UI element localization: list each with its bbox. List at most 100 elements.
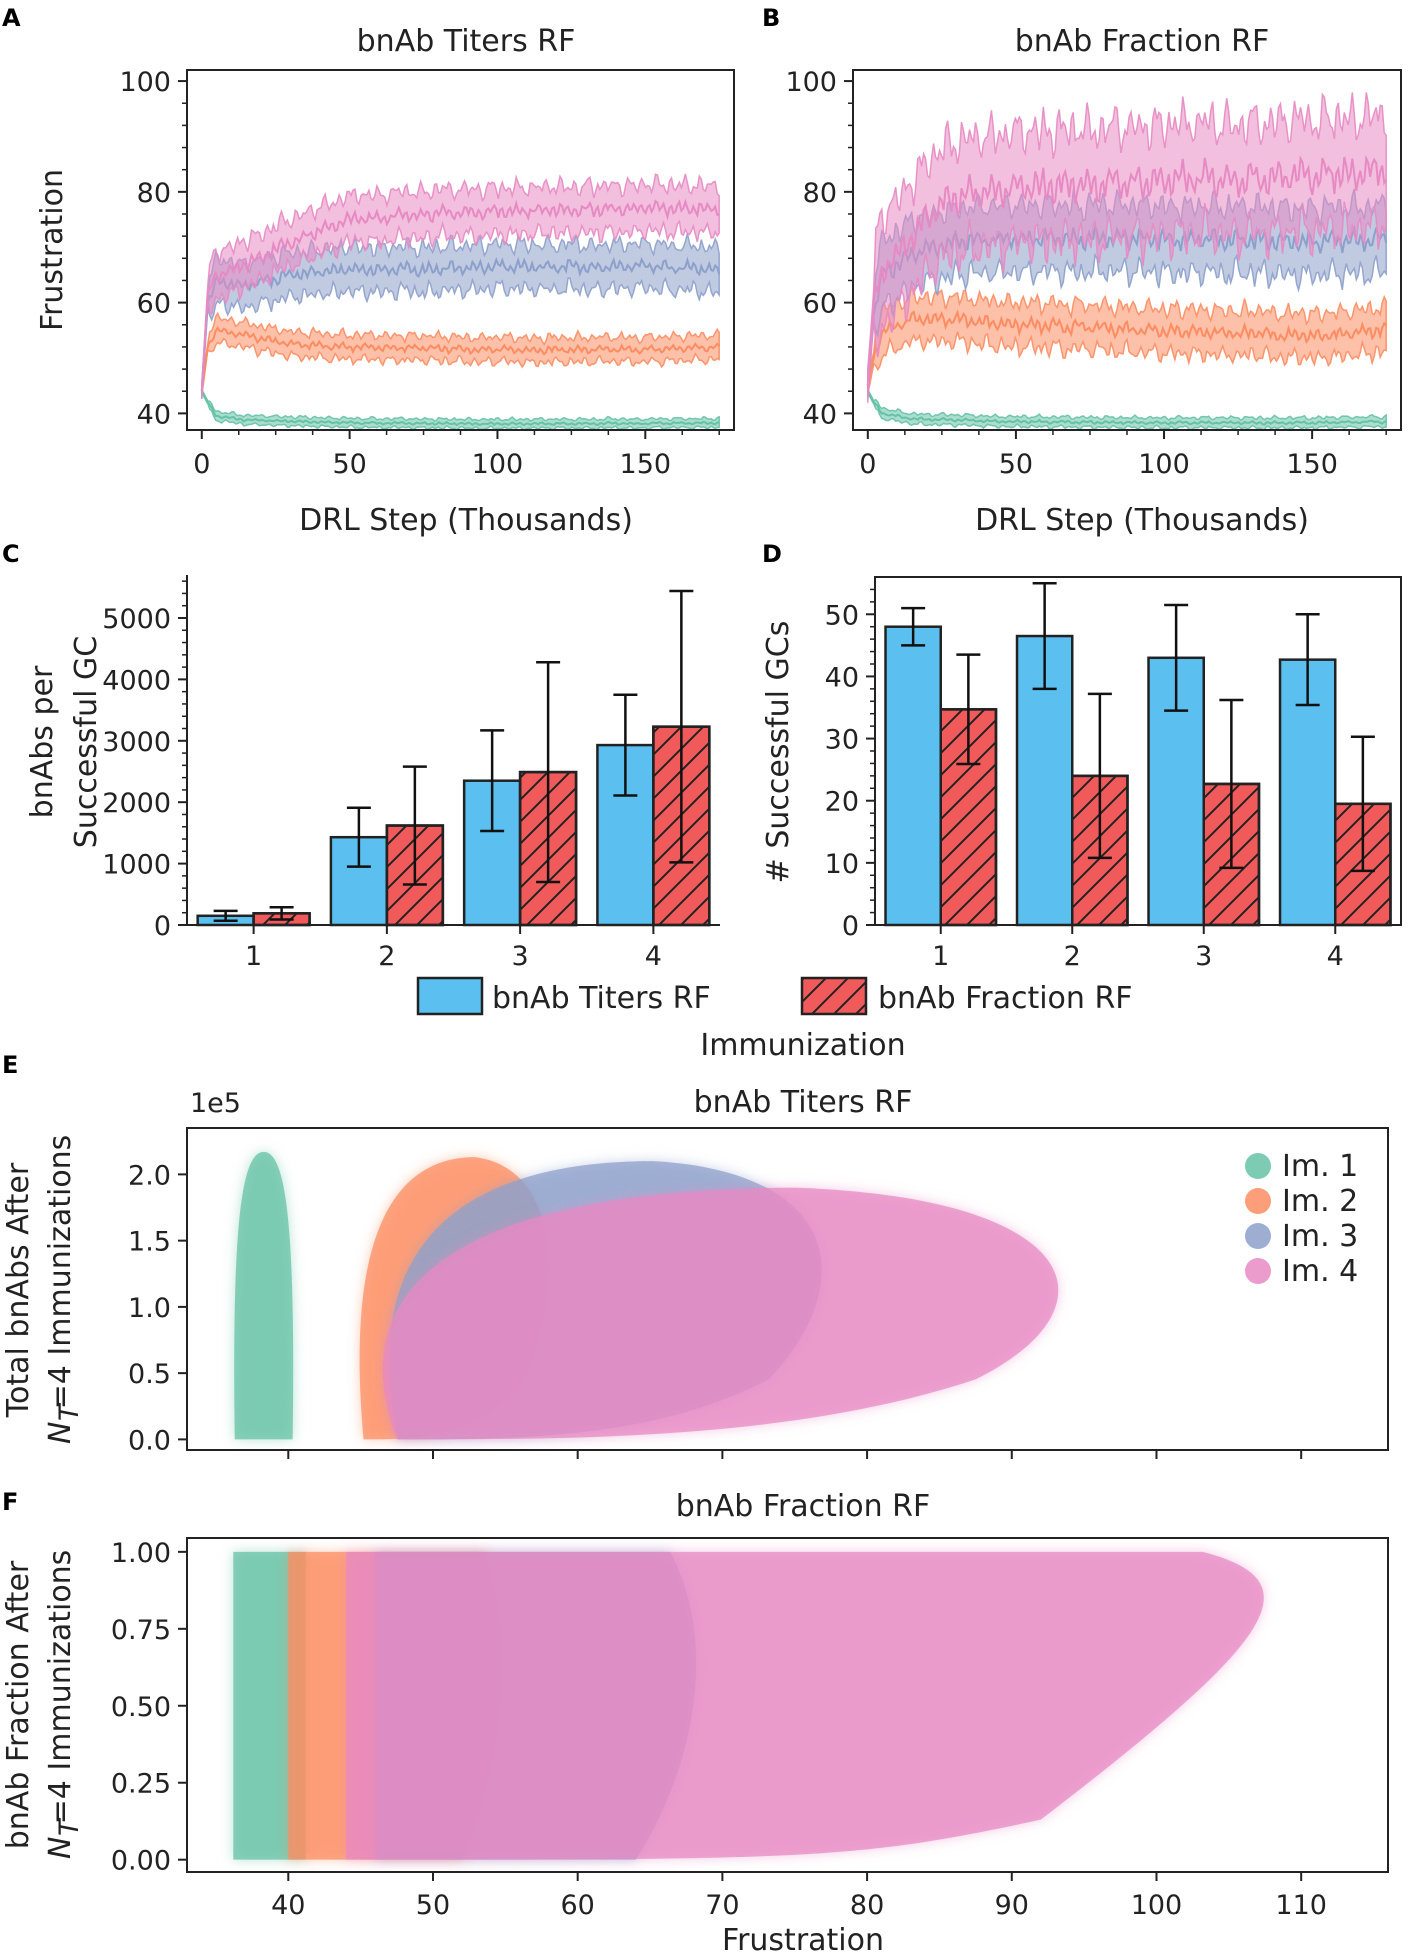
chart-e-ylabel-line2: =4 Immunizations [43,1135,78,1410]
x-tick-label: 1 [932,941,949,972]
chart-a-band-1 [201,387,720,430]
chart-b-band-1 [867,386,1387,430]
panel-label-d: D [762,540,782,568]
chart-e: bnAb Titers RF 1e5 0.0 0.5 1.0 1.5 2.0 Total… [1,1085,1389,1459]
chart-a: bnAb Titers RF 0 50 100 150 40 60 80 100 DRL St… [35,24,735,538]
x-tick-label: 80 [850,1890,884,1921]
legend-label-im2: Im. 2 [1282,1184,1358,1219]
y-tick-label: 80 [803,178,837,209]
chart-f-ylabel-sub: T [54,1817,85,1836]
y-tick-label: 2000 [102,788,171,819]
chart-a-line-3 [200,256,721,392]
scatter-cloud-f-1 [233,1551,306,1860]
chart-e-offset-label: 1e5 [190,1088,241,1119]
scatter-cloud-e-1 [234,1151,294,1440]
chart-f-title: bnAb Fraction RF [676,1489,931,1524]
scatter-core [346,1551,1264,1860]
scatter-cloud-e-4 [382,1187,1059,1440]
legend-marker-im4 [1245,1258,1271,1284]
y-tick-label: 0.5 [128,1359,171,1390]
chart-a-line-2 [200,326,720,392]
x-tick-label: 3 [1195,941,1212,972]
x-tick-label: 70 [705,1890,739,1921]
x-tick-label: 0 [193,449,210,480]
x-tick-label: 2 [378,941,395,972]
y-tick-label: 1.00 [111,1538,171,1569]
y-tick-label: 60 [137,289,171,320]
y-tick-label: 0.75 [111,1615,171,1646]
legend-label-im1: Im. 1 [1282,1149,1358,1184]
legend-label-titers: bnAb Titers RF [492,981,711,1016]
chart-a-ylabel: Frustration [35,169,70,331]
legend-swatch-fraction-hatch [802,978,866,1014]
y-tick-label: 5000 [102,604,171,635]
y-tick-label: 30 [825,725,859,756]
x-tick-label: 90 [995,1890,1029,1921]
y-tick-label: 50 [825,600,859,631]
y-tick-label: 0.25 [111,1769,171,1800]
chart-e-frame [186,1127,1389,1451]
x-tick-label: 0 [859,449,876,480]
y-tick-label: 60 [803,289,837,320]
chart-b-line-4 [866,154,1388,386]
chart-a-band-3 [201,233,720,400]
legend-marker-im3 [1245,1223,1271,1249]
scatter-core [234,1151,294,1440]
y-tick-label: 1.0 [128,1293,171,1324]
y-tick-label: 0 [842,911,859,942]
chart-e-title: bnAb Titers RF [694,1085,913,1120]
x-tick-label: 100 [1138,449,1190,480]
panel-label-b: B [762,4,780,32]
y-tick-label: 80 [137,178,171,209]
x-tick-label: 40 [271,1890,305,1921]
y-tick-label: 0.00 [111,1846,171,1877]
y-tick-label: 0.50 [111,1692,171,1723]
legend-label-im3: Im. 3 [1282,1219,1358,1254]
chart-f-ylabel-var: N [43,1837,78,1859]
chart-b-xlabel: DRL Step (Thousands) [975,503,1309,538]
chart-f-ylabel-line1: bnAb Fraction After [1,1560,36,1849]
chart-a-xlabel: DRL Step (Thousands) [299,503,633,538]
chart-f: bnAb Fraction RF 40 50 60 70 80 90 100 110 0.00 0… [1,1489,1389,1953]
y-tick-label: 20 [825,787,859,818]
chart-a-line-4 [200,198,720,392]
chart-c-ylabel-line1: bnAbs per [25,665,60,818]
bar-legend: bnAb Titers RF bnAb Fraction RF Immuniza… [416,976,1133,1063]
y-tick-label: 40 [825,662,859,693]
chart-f-ylabel: bnAb Fraction After =4 Immunizations N T [1,1550,85,1859]
x-tick-label: 50 [332,449,366,480]
scatter-core [233,1551,306,1860]
chart-b-band-2 [867,286,1387,394]
legend-label-fraction: bnAb Fraction RF [878,981,1133,1016]
x-tick-label: 3 [512,941,529,972]
y-tick-label: 1000 [102,850,171,881]
y-tick-label: 100 [785,67,837,98]
bar-d-titers-1 [884,625,943,927]
x-tick-label: 1 [245,941,262,972]
legend-marker-im1 [1245,1153,1271,1179]
panel-label-c: C [2,540,20,568]
y-tick-label: 40 [803,399,837,430]
panel-label-f: F [2,1488,18,1516]
x-tick-label: 60 [561,1890,595,1921]
chart-b-line-1 [866,390,1387,426]
chart-a-line-1 [200,390,720,427]
chart-c-ylabel-line2: Successful GC [69,636,104,848]
chart-e-ylabel-sub: T [54,1402,85,1421]
x-tick-label: 50 [416,1890,450,1921]
y-tick-label: 0 [154,911,171,942]
legend-marker-im2 [1245,1188,1271,1214]
chart-f-xlabel: Frustration [722,1923,884,1953]
x-tick-label: 100 [472,449,524,480]
y-tick-label: 3000 [102,727,171,758]
bar-xlabel: Immunization [700,1028,905,1063]
chart-a-band-2 [201,311,720,396]
x-tick-label: 4 [645,941,662,972]
y-tick-label: 10 [825,849,859,880]
chart-e-ylabel-var: N [43,1422,78,1444]
legend-label-im4: Im. 4 [1282,1254,1358,1289]
chart-b-line-2 [866,309,1387,386]
y-tick-label: 1.5 [128,1227,171,1258]
x-tick-label: 150 [620,449,672,480]
